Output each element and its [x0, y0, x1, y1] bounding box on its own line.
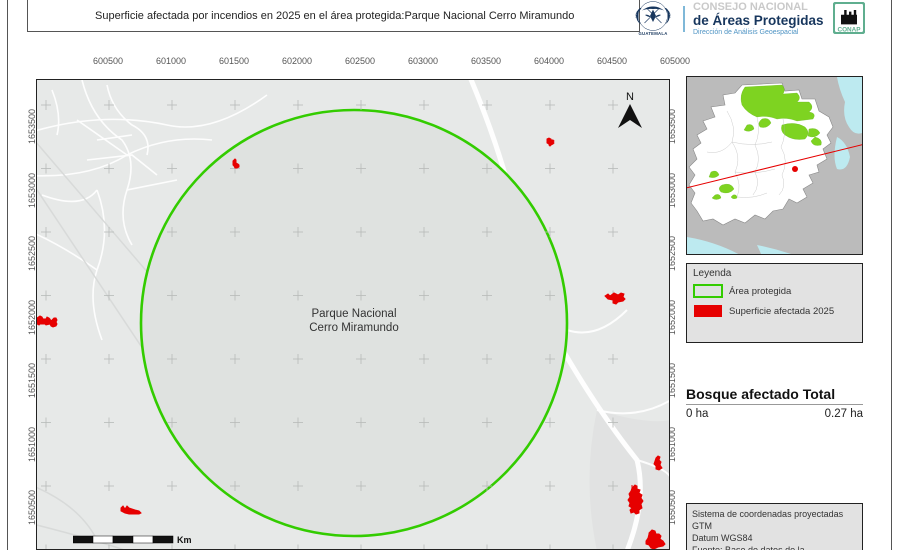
- svg-text:GUATEMALA: GUATEMALA: [638, 31, 667, 36]
- svg-text:CONAP: CONAP: [837, 27, 861, 34]
- svg-text:Cerro Miramundo: Cerro Miramundo: [309, 322, 398, 334]
- svg-text:Parque Nacional: Parque Nacional: [311, 308, 396, 320]
- svg-text:Km: Km: [177, 535, 192, 545]
- svg-text:N: N: [626, 91, 634, 103]
